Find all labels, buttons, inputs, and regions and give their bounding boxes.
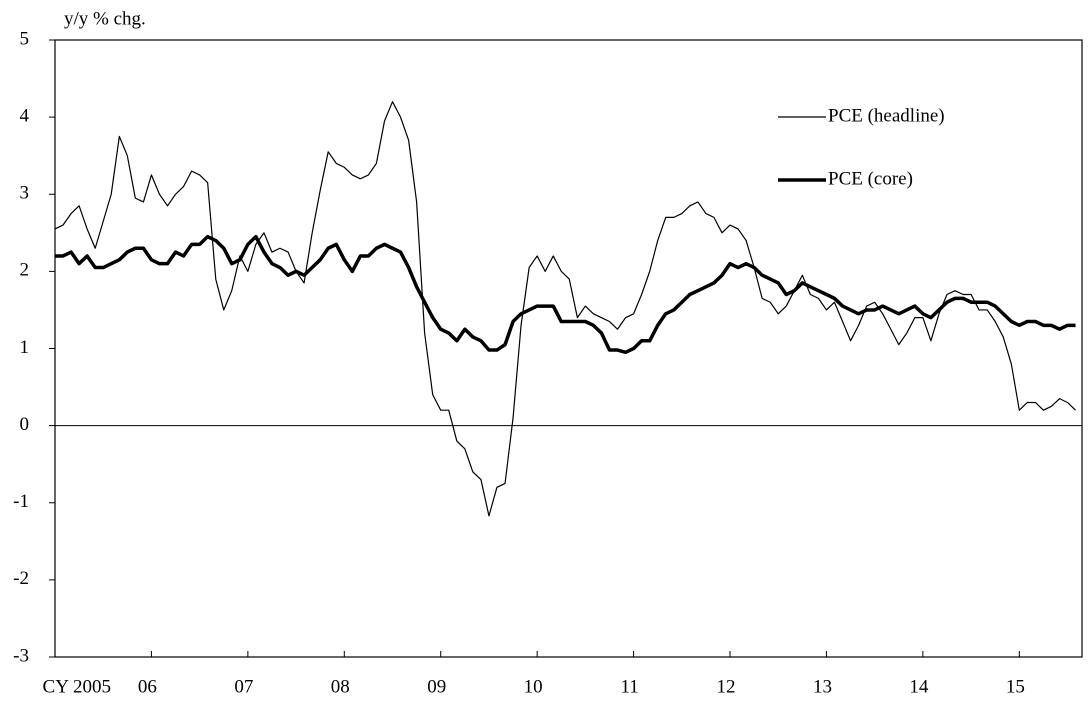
x-tick-label: 07 xyxy=(234,676,253,697)
series-line xyxy=(54,101,1076,517)
x-tick-label: 08 xyxy=(331,676,350,697)
y-tick-label: 2 xyxy=(20,260,30,281)
x-tick-label: 13 xyxy=(813,676,832,697)
y-axis-label: y/y % chg. xyxy=(64,8,146,29)
y-tick-label: 0 xyxy=(20,414,30,435)
y-tick-label: -2 xyxy=(13,568,29,589)
x-tick-label: 09 xyxy=(427,676,446,697)
x-tick-label: CY 2005 xyxy=(43,676,111,697)
x-tick-label: 15 xyxy=(1006,676,1025,697)
x-tick-label: 12 xyxy=(717,676,736,697)
x-tick-label: 11 xyxy=(620,676,638,697)
legend-label: PCE (headline) xyxy=(828,105,945,126)
y-tick-label: 5 xyxy=(20,28,30,49)
x-tick-label: 14 xyxy=(909,676,929,697)
x-tick-label: 10 xyxy=(524,676,543,697)
y-tick-label: 1 xyxy=(20,337,30,358)
series-line xyxy=(55,234,1076,355)
y-tick-label: -1 xyxy=(13,491,29,512)
x-tick-label: 06 xyxy=(138,676,157,697)
y-tick-label: 3 xyxy=(20,183,30,204)
legend-label: PCE (core) xyxy=(828,168,913,189)
plot-frame xyxy=(54,39,1083,658)
y-tick-label: -3 xyxy=(13,645,29,666)
y-tick-label: 4 xyxy=(20,105,30,126)
